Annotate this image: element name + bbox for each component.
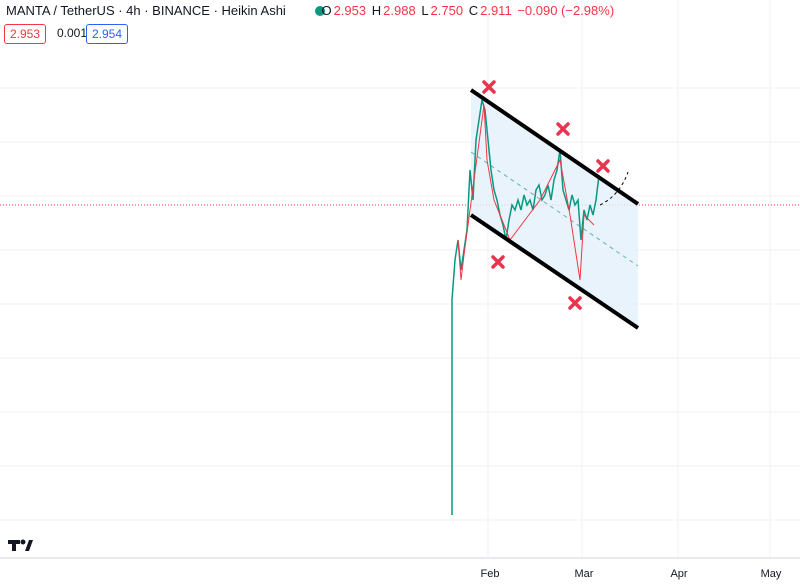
- ohlc-key: L: [421, 3, 429, 18]
- x-marks: [482, 80, 610, 310]
- ohlc-key: O: [321, 3, 332, 18]
- ohlc-value: 2.911: [480, 3, 512, 18]
- channel-fill: [471, 90, 638, 328]
- x-label: Mar: [574, 568, 594, 580]
- channel-bottom: [469, 213, 640, 330]
- x-label: Apr: [670, 568, 688, 580]
- price-path: [451, 99, 600, 301]
- logo: [8, 539, 33, 551]
- ohlc-value: 2.953: [333, 3, 367, 18]
- legend: MANTA / TetherUS · 4h · BINANCE · Heikin…: [6, 3, 616, 18]
- status-dot: [315, 6, 325, 16]
- x-label: May: [760, 568, 782, 580]
- spread: 0.001: [57, 26, 88, 40]
- ohlc-key: H: [371, 3, 382, 18]
- ohlc-key: C: [468, 3, 479, 18]
- channel-mid: [470, 151, 639, 267]
- ohlc-value: 2.988: [383, 3, 416, 18]
- ask-box[interactable]: 2.954: [86, 24, 129, 44]
- grid: [0, 0, 800, 558]
- channel-top: [469, 88, 640, 206]
- ohlc-value: 2.750: [430, 3, 464, 18]
- x-label: Feb: [480, 568, 500, 580]
- change: −0.090 (−2.98%): [517, 3, 615, 18]
- symbol: MANTA / TetherUS · 4h · BINANCE · Heikin…: [6, 3, 286, 18]
- bid-box[interactable]: 2.953: [4, 24, 47, 44]
